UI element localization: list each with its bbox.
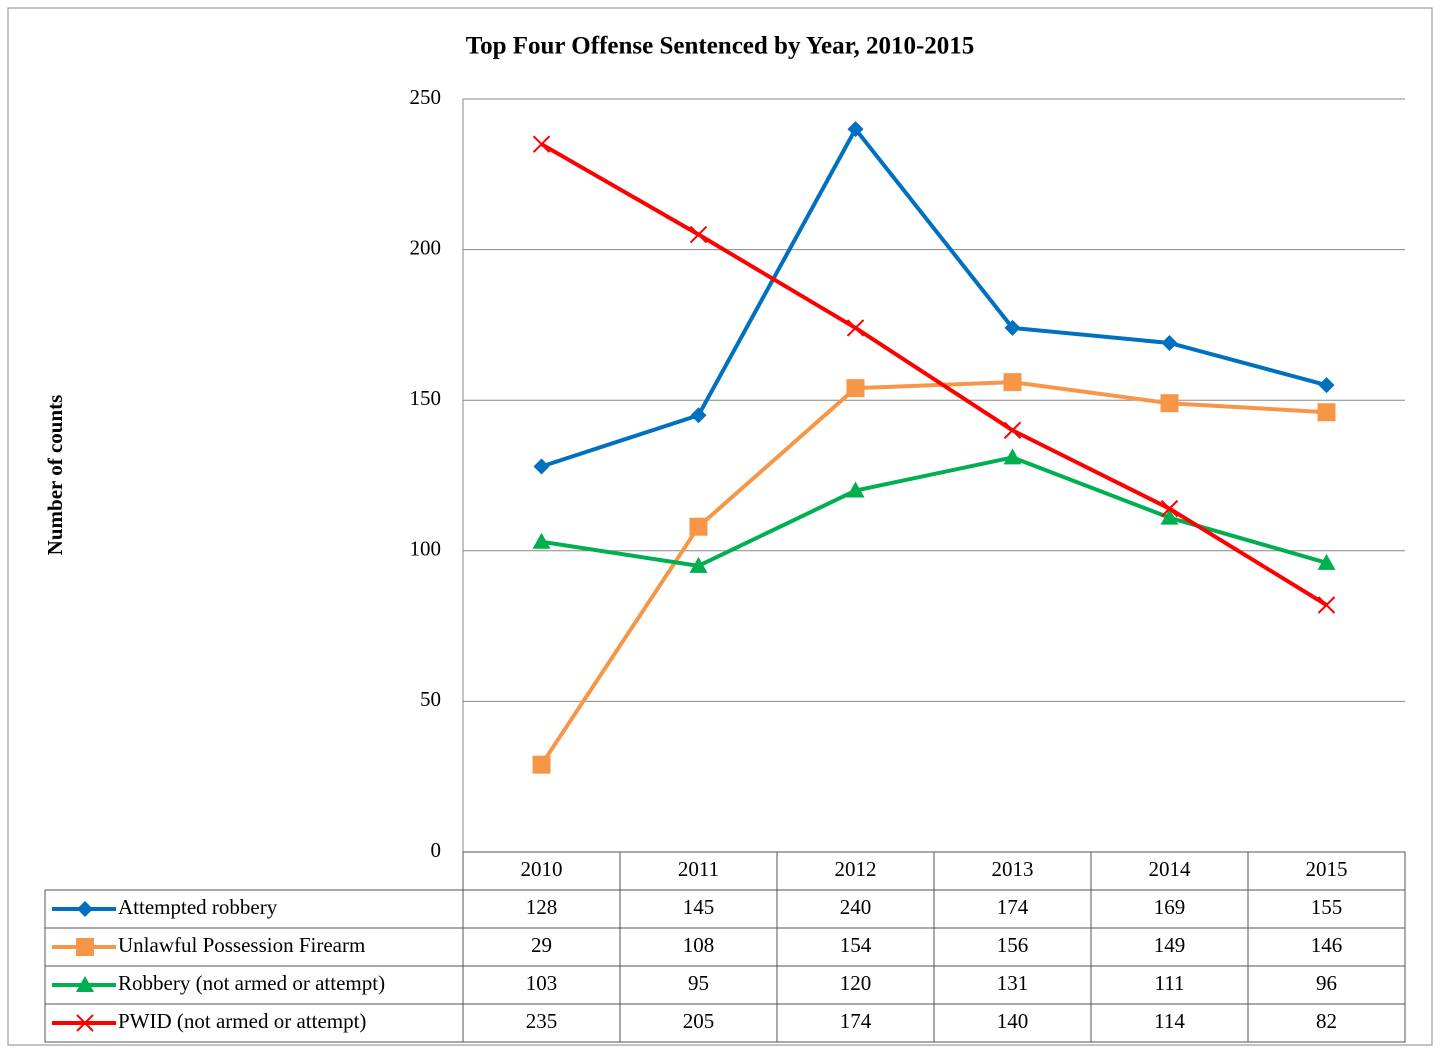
marker	[1160, 499, 1179, 518]
chart-border	[7, 7, 1433, 1046]
marker	[1317, 553, 1336, 570]
legend-label: PWID (not armed or attempt)	[118, 1009, 366, 1033]
table-cell: 96	[1316, 971, 1337, 995]
marker	[1317, 596, 1336, 614]
table-cell: 146	[1311, 933, 1343, 957]
series-line	[539, 380, 1327, 766]
table-cell: 29	[531, 933, 552, 957]
marker	[1004, 319, 1021, 336]
marker	[689, 556, 708, 573]
marker	[76, 1014, 94, 1032]
marker	[532, 755, 551, 774]
table-cell: 131	[997, 971, 1029, 995]
marker	[1160, 508, 1179, 525]
marker	[1318, 377, 1335, 394]
marker	[846, 379, 865, 398]
marker	[846, 481, 865, 498]
y-tick-label: 100	[410, 537, 442, 561]
y-tick-label: 250	[410, 85, 442, 109]
marker	[1003, 373, 1022, 392]
table-cell: 154	[840, 933, 872, 957]
x-tick-label: 2011	[678, 857, 719, 881]
legend-label: Attempted robbery	[118, 895, 278, 919]
legend-label: Unlawful Possession Firearm	[118, 933, 365, 957]
y-tick-label: 0	[431, 838, 442, 862]
y-tick-label: 150	[410, 386, 442, 410]
table-cell: 174	[840, 1009, 872, 1033]
table-cell: 205	[683, 1009, 715, 1033]
marker	[847, 121, 864, 138]
table-cell: 111	[1155, 971, 1185, 995]
x-tick-label: 2014	[1149, 857, 1192, 881]
table-cell: 174	[997, 895, 1029, 919]
table-cell: 140	[997, 1009, 1029, 1033]
marker	[1003, 421, 1022, 440]
marker	[532, 135, 551, 153]
table-cell: 108	[683, 933, 715, 957]
marker	[690, 407, 707, 424]
table-cell: 95	[688, 971, 709, 995]
marker	[533, 458, 550, 475]
series-line	[540, 127, 1328, 469]
marker	[689, 517, 708, 536]
marker	[77, 901, 93, 917]
marker	[1003, 448, 1022, 465]
table-cell: 145	[683, 895, 715, 919]
x-tick-label: 2015	[1306, 857, 1348, 881]
table-cell: 169	[1154, 895, 1186, 919]
table-cell: 114	[1154, 1009, 1185, 1033]
legend-label: Robbery (not armed or attempt)	[118, 971, 385, 995]
table-cell: 149	[1154, 933, 1186, 957]
table-cell: 156	[997, 933, 1029, 957]
x-tick-label: 2012	[835, 857, 877, 881]
series-line	[540, 142, 1328, 607]
marker	[76, 976, 94, 992]
y-tick-label: 50	[420, 687, 441, 711]
table-cell: 120	[840, 971, 872, 995]
marker	[1160, 394, 1179, 413]
table-cell: 235	[526, 1009, 558, 1033]
chart-title: Top Four Offense Sentenced by Year, 2010…	[466, 33, 975, 60]
marker	[689, 225, 708, 244]
table-cell: 128	[526, 895, 558, 919]
y-axis-label: Number of counts	[43, 395, 67, 556]
table-cell: 240	[840, 895, 872, 919]
table-cell: 155	[1311, 895, 1343, 919]
x-tick-label: 2010	[521, 857, 563, 881]
y-tick-label: 200	[410, 235, 442, 259]
marker	[1317, 403, 1336, 422]
x-tick-label: 2013	[992, 857, 1034, 881]
table-cell: 82	[1316, 1009, 1337, 1033]
table-cell: 103	[526, 971, 558, 995]
marker	[846, 319, 865, 337]
marker	[532, 532, 551, 549]
marker	[1161, 334, 1178, 351]
marker	[76, 938, 94, 956]
